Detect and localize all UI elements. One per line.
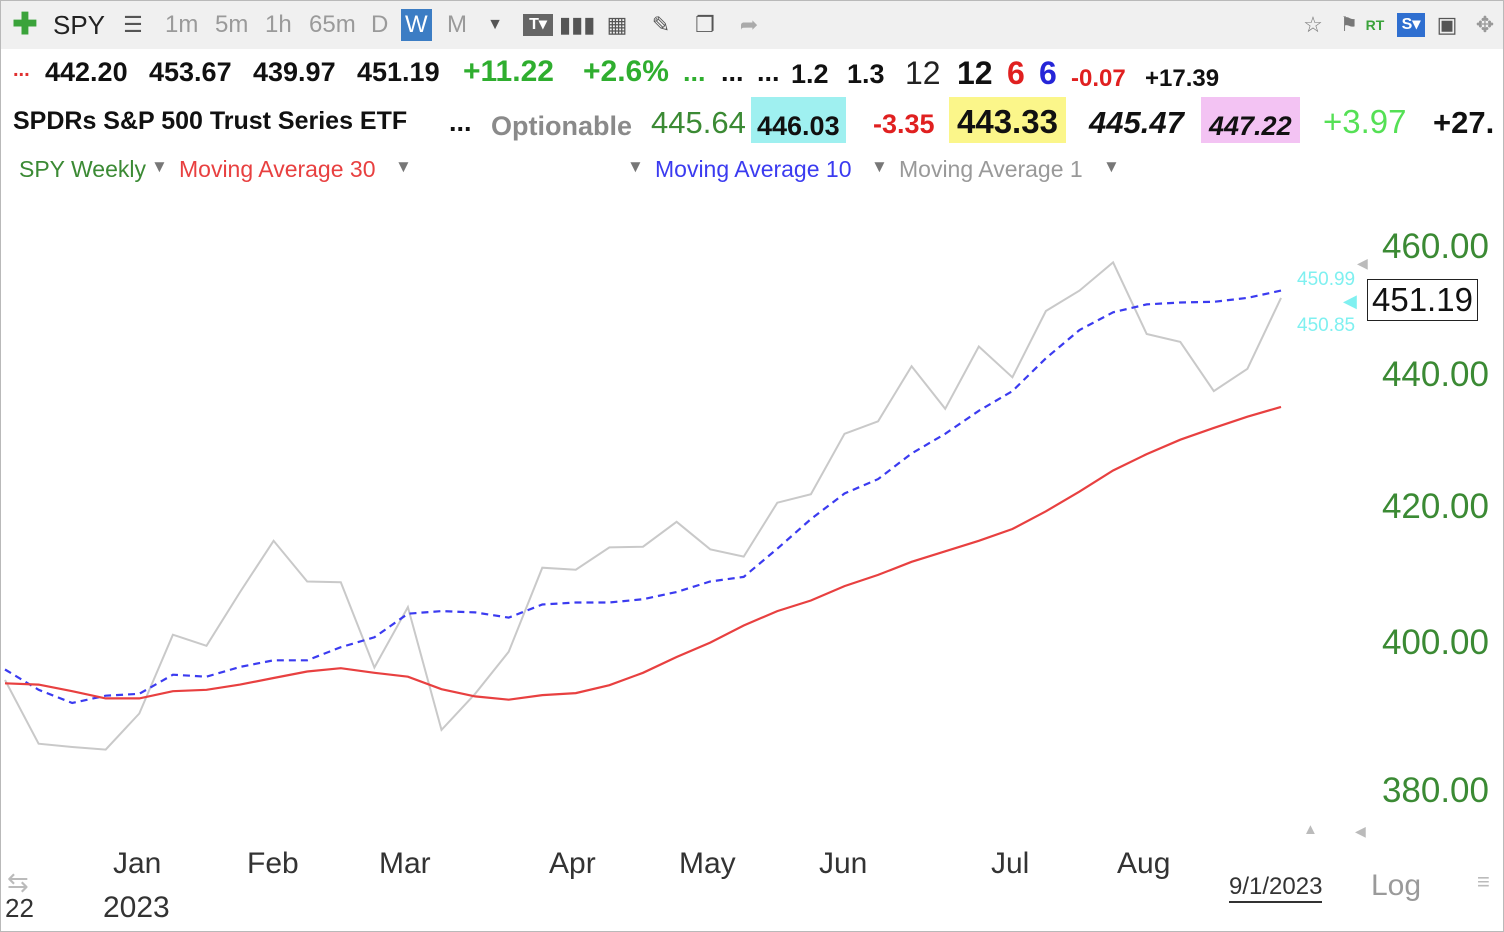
legend-ma1[interactable]: Moving Average 1 xyxy=(899,156,1083,182)
flag-icon[interactable]: ⚑ xyxy=(1340,14,1358,36)
add-icon[interactable]: ✚ xyxy=(12,8,38,41)
row2-price-2: 446.03 xyxy=(751,97,846,143)
chart-type-icon[interactable]: T▾ xyxy=(523,14,553,36)
x-tick-jun: Jun xyxy=(819,847,868,880)
legend-ma1-dropdown-icon[interactable]: ▼ xyxy=(1103,157,1120,176)
price-line xyxy=(4,260,1282,751)
change-pct-value: +2.6% xyxy=(583,55,669,88)
x-tick-aug: Aug xyxy=(1117,847,1171,880)
legend-price[interactable]: SPY Weekly xyxy=(19,156,146,182)
x-tick-jul: Jul xyxy=(991,847,1030,880)
legend-ma30[interactable]: Moving Average 30 xyxy=(179,156,376,182)
row2-price-4: 443.33 xyxy=(949,97,1066,143)
interval-d[interactable]: D xyxy=(371,11,389,38)
interval-w[interactable]: W xyxy=(401,9,432,41)
table-icon[interactable]: ▦ xyxy=(606,12,628,37)
optionable-label: Optionable xyxy=(491,111,632,141)
price-pointer-icon: ◀ xyxy=(1343,291,1357,311)
pencil-icon[interactable]: ✎ xyxy=(651,12,671,37)
row1-dots-2: ... xyxy=(721,57,744,87)
row2-price-6: 447.22 xyxy=(1201,97,1300,143)
row1-lead: ... xyxy=(13,59,30,81)
scroll-arrows-icon[interactable]: ⇆ xyxy=(7,867,29,897)
y-tick-380: 380.00 xyxy=(1381,771,1489,810)
quote-row-2: SPDRs S&P 500 Trust Series ETF ... Optio… xyxy=(1,97,1503,145)
row1-dots-3: ... xyxy=(757,57,780,87)
high-value: 453.67 xyxy=(149,57,232,87)
interval-m[interactable]: M xyxy=(447,11,467,38)
row2-price-5: 445.47 xyxy=(1089,105,1184,140)
ma-marker-lower: 450.85 xyxy=(1297,315,1356,336)
row1-value-7: -0.07 xyxy=(1071,65,1126,92)
price-chart[interactable] xyxy=(1,181,1291,831)
row1-value-6: 6 xyxy=(1039,55,1057,91)
left-edge-label: 22 xyxy=(5,893,34,923)
row2-price-8: +27. xyxy=(1433,105,1495,140)
row2-dots: ... xyxy=(449,107,472,137)
row2-price-3: -3.35 xyxy=(873,109,935,139)
save-icon[interactable]: ▣ xyxy=(1436,12,1458,37)
ma10-line xyxy=(4,289,1282,705)
menu-lines-icon[interactable]: ≡ xyxy=(1477,869,1490,894)
scroll-left-icon[interactable]: ◀ xyxy=(1357,255,1368,271)
ma30-line xyxy=(4,405,1282,701)
x-tick-jan: Jan xyxy=(113,847,162,880)
interval-65m[interactable]: 65m xyxy=(309,11,356,38)
row1-value-5: 6 xyxy=(1007,55,1025,91)
symbol-label[interactable]: SPY xyxy=(53,10,106,40)
year-label: 2023 xyxy=(103,891,170,924)
security-name: SPDRs S&P 500 Trust Series ETF xyxy=(13,107,408,135)
last-price-box: 451.19 xyxy=(1367,279,1478,321)
toolbar: ✚ SPY ☰ 1m 5m 1h 65m D W M ▼ T▾ ▮▮▮ ▦ ✎ … xyxy=(1,1,1503,49)
bar-chart-icon[interactable]: ▮▮▮ xyxy=(559,12,596,37)
legend-ma30-dropdown-icon[interactable]: ▼ xyxy=(395,157,412,176)
open-value: 442.20 xyxy=(45,57,128,87)
move-icon[interactable]: ✥ xyxy=(1475,12,1495,37)
date-label: 9/1/2023 xyxy=(1229,873,1323,903)
scroll-up-icon[interactable]: ▲ xyxy=(1303,821,1318,838)
row1-value-4: 12 xyxy=(957,55,993,91)
row1-value-1: 1.2 xyxy=(791,59,829,89)
legend-dropdown-icon[interactable]: ▼ xyxy=(627,157,644,176)
interval-1h[interactable]: 1h xyxy=(265,11,292,38)
last-value: 451.19 xyxy=(357,57,440,87)
row1-value-2: 1.3 xyxy=(847,59,885,89)
scroll-left-icon-bottom[interactable]: ◀ xyxy=(1355,823,1366,839)
x-tick-apr: Apr xyxy=(549,847,596,880)
scanner-icon[interactable]: S▾ xyxy=(1397,13,1425,37)
low-value: 439.97 xyxy=(253,57,336,87)
legend-price-dropdown-icon[interactable]: ▼ xyxy=(151,157,168,176)
rt-icon[interactable]: RT xyxy=(1365,17,1385,33)
x-tick-feb: Feb xyxy=(247,847,299,880)
interval-5m[interactable]: 5m xyxy=(215,11,249,38)
log-scale-toggle[interactable]: Log xyxy=(1371,869,1422,902)
interval-1m[interactable]: 1m xyxy=(165,11,199,38)
row1-dots-1: ... xyxy=(683,57,706,87)
share-icon[interactable]: ➦ xyxy=(739,12,759,37)
y-tick-420: 420.00 xyxy=(1381,487,1489,526)
x-tick-mar: Mar xyxy=(379,847,431,880)
legend-ma10[interactable]: Moving Average 10 xyxy=(655,156,852,182)
legend-ma10-dropdown-icon[interactable]: ▼ xyxy=(871,157,888,176)
y-tick-400: 400.00 xyxy=(1381,623,1489,662)
note-icon[interactable]: ❐ xyxy=(695,12,715,37)
change-value: +11.22 xyxy=(463,55,554,88)
star-icon[interactable]: ☆ xyxy=(1303,12,1323,37)
y-tick-460: 460.00 xyxy=(1381,227,1489,266)
quote-row-1: ... 442.20 453.67 439.97 451.19 +11.22 +… xyxy=(1,53,1503,97)
ma-marker-upper: 450.99 xyxy=(1297,269,1356,290)
list-icon[interactable]: ☰ xyxy=(123,12,143,37)
row1-value-8: +17.39 xyxy=(1145,65,1220,92)
dropdown-icon[interactable]: ▼ xyxy=(487,16,503,33)
y-tick-440: 440.00 xyxy=(1381,355,1489,394)
row2-price-7: +3.97 xyxy=(1323,103,1407,140)
row2-price-1: 445.64 xyxy=(651,105,746,140)
x-tick-may: May xyxy=(679,847,736,880)
row1-value-3: 12 xyxy=(905,55,941,91)
